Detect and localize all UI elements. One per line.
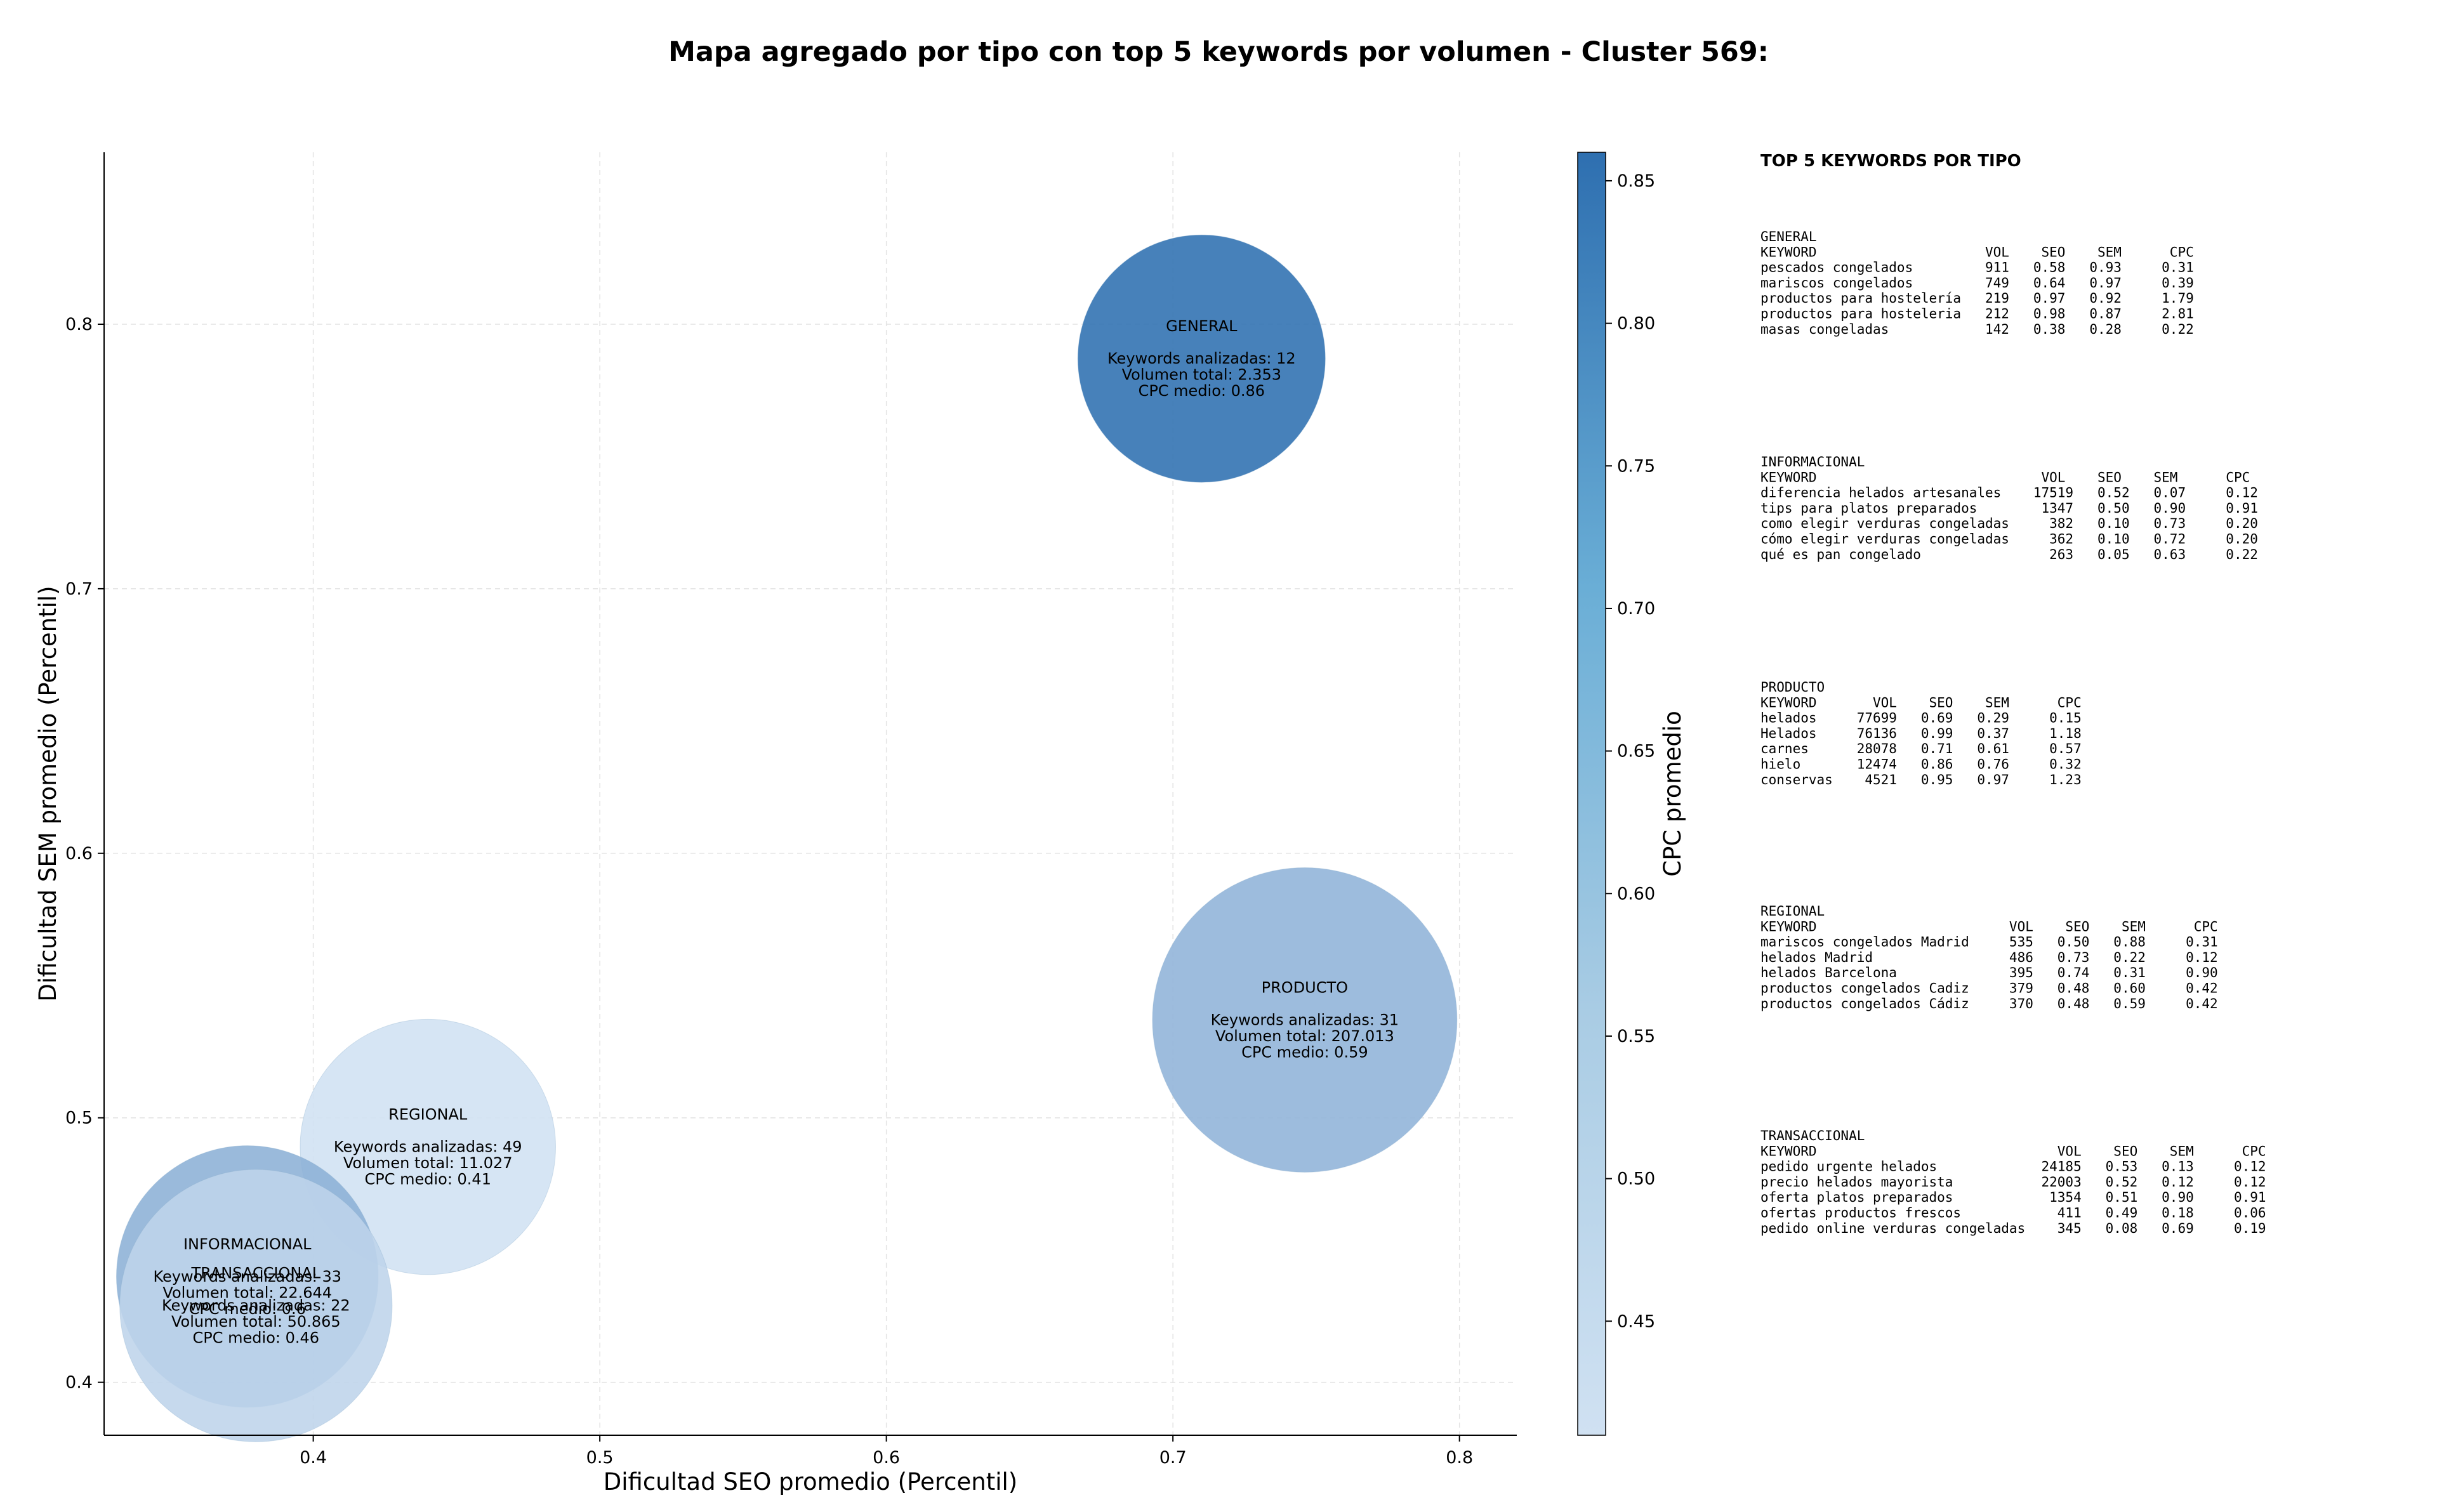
colorbar-tick-label: 0.60 (1617, 884, 1655, 904)
bubble-label-transaccional: Keywords analizadas: 22 (162, 1297, 350, 1315)
panel-table-row: como elegir verduras congeladas 382 0.10… (1760, 516, 2258, 531)
panel-table-row: productos para hostelería 219 0.97 0.92 … (1760, 291, 2194, 306)
bubble-label-informacional: INFORMACIONAL (183, 1235, 312, 1253)
colorbar-tick-label: 0.55 (1617, 1027, 1655, 1046)
colorbar-tick-label: 0.85 (1617, 171, 1655, 191)
panel-group-name: GENERAL (1760, 229, 1817, 244)
bubble-label-informacional: Volumen total: 22.644 (162, 1284, 332, 1301)
panel-table-header: KEYWORD VOL SEO SEM CPC (1760, 919, 2218, 934)
y-tick-label: 0.6 (65, 844, 93, 864)
bubble-label-regional: Volumen total: 11.027 (343, 1154, 513, 1172)
bubble-label-producto: PRODUCTO (1262, 978, 1348, 996)
y-tick-label: 0.7 (65, 579, 93, 599)
x-tick-label: 0.5 (586, 1448, 614, 1468)
panel-table-header: KEYWORD VOL SEO SEM CPC (1760, 470, 2250, 485)
colorbar-label: CPC promedio (1659, 711, 1686, 876)
y-axis-ticks: 0.4 0.5 0.6 0.7 0.8 (65, 315, 104, 1393)
bubble-label-general: Volumen total: 2.353 (1122, 366, 1281, 384)
bubble-label-general: Keywords analizadas: 12 (1107, 350, 1296, 367)
bubble-general (1077, 234, 1326, 483)
panel-table-header: KEYWORD VOL SEO SEM CPC (1760, 244, 2194, 260)
bubble-label-general: GENERAL (1166, 317, 1238, 335)
colorbar-tick-label: 0.75 (1617, 456, 1655, 476)
colorbar-tick-label: 0.80 (1617, 314, 1655, 334)
x-axis-ticks: 0.4 0.5 0.6 0.7 0.8 (300, 1435, 1473, 1468)
panel-table-row: helados Barcelona 395 0.74 0.31 0.90 (1760, 965, 2218, 980)
panel-table-row: cómo elegir verduras congeladas 362 0.10… (1760, 532, 2258, 547)
colorbar: 0.45 0.50 0.55 0.60 0.65 0.70 0.75 0.80 0.85 CPC… (1577, 152, 1686, 1436)
bubble-label-transaccional: TRANSACCIONAL (190, 1265, 320, 1282)
panel-table-row: pescados congelados 911 0.58 0.93 0.31 (1760, 260, 2194, 275)
panel-table-row: mariscos congelados 749 0.64 0.97 0.39 (1760, 275, 2194, 291)
bubble-label-general: CPC medio: 0.86 (1139, 382, 1265, 400)
panel-table-row: productos congelados Cádiz 370 0.48 0.59… (1760, 996, 2218, 1011)
panel-table-row: hielo 12474 0.86 0.76 0.32 (1760, 757, 2082, 772)
panel-table-row: mariscos congelados Madrid 535 0.50 0.88… (1760, 935, 2218, 950)
colorbar-tick-label: 0.70 (1617, 599, 1655, 619)
x-tick-label: 0.4 (300, 1448, 327, 1468)
bubble-label-transaccional: CPC medio: 0.46 (193, 1329, 320, 1347)
panel-heading: TOP 5 KEYWORDS POR TIPO (1760, 152, 2021, 171)
panel-table-row: productos para hosteleria 212 0.98 0.87 … (1760, 306, 2194, 322)
bubble-label-regional: REGIONAL (388, 1106, 468, 1124)
colorbar-gradient (1577, 152, 1606, 1436)
panel-table-header: KEYWORD VOL SEO SEM CPC (1760, 1143, 2266, 1159)
bubble-label-regional: Keywords analizadas: 49 (334, 1138, 522, 1156)
panel-table-row: oferta platos preparados 1354 0.51 0.90 … (1760, 1190, 2266, 1205)
panel-group-name: PRODUCTO (1760, 680, 1825, 695)
panel-table-row: Helados 76136 0.99 0.37 1.18 (1760, 726, 2082, 741)
panel-table-row: helados Madrid 486 0.73 0.22 0.12 (1760, 950, 2218, 965)
panel-table-row: helados 77699 0.69 0.29 0.15 (1760, 711, 2082, 726)
panel-table-row: pedido urgente helados 24185 0.53 0.13 0… (1760, 1159, 2266, 1174)
panel-table-row: tips para platos preparados 1347 0.50 0.… (1760, 501, 2258, 516)
bubble-label-regional: CPC medio: 0.41 (364, 1171, 491, 1188)
colorbar-ticks: 0.45 0.50 0.55 0.60 0.65 0.70 0.75 0.80 0.85 (1606, 171, 1655, 1331)
panel-table-header: KEYWORD VOL SEO SEM CPC (1760, 695, 2082, 710)
bubble-layer (116, 234, 1458, 1442)
panel-table-row: ofertas productos frescos 411 0.49 0.18 … (1760, 1206, 2266, 1221)
panel-table-row: masas congeladas 142 0.38 0.28 0.22 (1760, 322, 2194, 337)
panel-group-name: INFORMACIONAL (1760, 454, 1865, 470)
panel-table-row: conservas 4521 0.95 0.97 1.23 (1760, 772, 2082, 787)
panel-group-name: REGIONAL (1760, 904, 1825, 919)
x-tick-label: 0.8 (1446, 1448, 1473, 1468)
bubble-label-informacional: CPC medio: 0.6 (189, 1300, 306, 1318)
colorbar-tick-label: 0.50 (1617, 1169, 1655, 1189)
y-tick-label: 0.4 (65, 1373, 93, 1393)
chart-title: Mapa agregado por tipo con top 5 keyword… (668, 36, 1769, 68)
panel-table-row: diferencia helados artesanales 17519 0.5… (1760, 485, 2258, 501)
panel-table-row: productos congelados Cadiz 379 0.48 0.60… (1760, 981, 2218, 996)
colorbar-tick-label: 0.65 (1617, 742, 1655, 761)
panel-table-row: pedido online verduras congeladas 345 0.… (1760, 1221, 2266, 1236)
y-tick-label: 0.8 (65, 315, 93, 334)
x-tick-label: 0.7 (1159, 1448, 1187, 1468)
colorbar-tick-label: 0.45 (1617, 1311, 1655, 1331)
x-axis-label: Dificultad SEO promedio (Percentil) (604, 1468, 1017, 1496)
panel-table-row: carnes 28078 0.71 0.61 0.57 (1760, 741, 2082, 756)
x-tick-label: 0.6 (873, 1448, 900, 1468)
panel-table-row: qué es pan congelado 263 0.05 0.63 0.22 (1760, 547, 2258, 562)
bubble-label-producto: Keywords analizadas: 31 (1211, 1011, 1399, 1029)
bubble-transaccional (119, 1169, 393, 1442)
bubble-regional (300, 1018, 556, 1275)
panel-group-name: TRANSACCIONAL (1760, 1128, 1865, 1143)
bubble-label-producto: Volumen total: 207.013 (1215, 1027, 1394, 1045)
panel-table-row: precio helados mayorista 22003 0.52 0.12… (1760, 1174, 2266, 1190)
y-axis-label: Dificultad SEM promedio (Percentil) (34, 586, 62, 1001)
bubble-label-transaccional: Volumen total: 50.865 (171, 1313, 341, 1331)
bubble-label-informacional: Keywords analizadas: 33 (153, 1268, 341, 1285)
bubble-producto (1152, 867, 1458, 1173)
y-tick-label: 0.5 (65, 1108, 93, 1128)
bubble-label-producto: CPC medio: 0.59 (1241, 1043, 1368, 1061)
